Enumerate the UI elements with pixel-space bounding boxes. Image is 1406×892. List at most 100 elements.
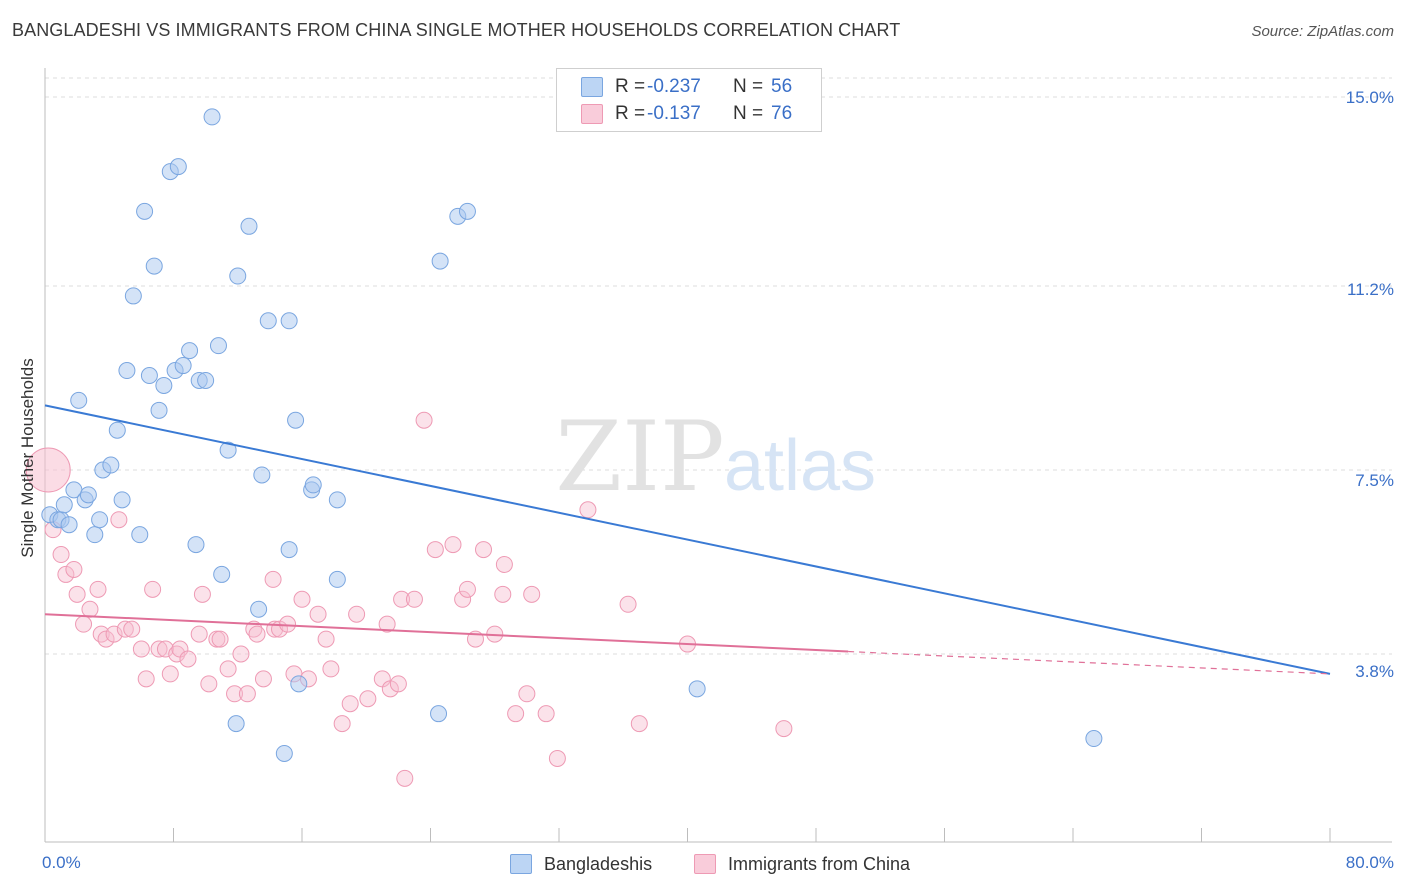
data-point-bangladeshis [155,376,173,394]
data-point-china [123,620,141,638]
legend-n-label: N = [733,76,764,97]
data-point-bangladeshis [290,675,308,693]
data-point-china [548,749,566,767]
trend-line-china-dashed [848,650,1331,675]
data-point-china [89,580,107,598]
chart-title: BANGLADESHI VS IMMIGRANTS FROM CHINA SIN… [12,20,901,40]
data-point-bangladeshis [227,715,245,733]
data-point-china [507,705,525,723]
data-point-china [494,585,512,603]
data-point-china [619,595,637,613]
x-tick-label-min: 0.0% [42,853,81,872]
data-point-china [132,640,150,658]
data-point-china [579,501,597,519]
data-point-bangladeshis [124,287,142,305]
data-point-bangladeshis [169,158,187,176]
data-point-china [65,560,83,578]
y-tick-label: 11.2% [1347,280,1394,299]
data-point-china [150,640,168,658]
trend-line-bangladeshis-solid [44,404,1331,675]
data-point-bangladeshis [113,491,131,509]
data-point-china [518,685,536,703]
legend-r-value: -0.237 [647,76,701,97]
x-tick-label-max: 80.0% [1345,853,1394,872]
legend-r-label: R = [615,76,646,97]
data-point-bangladeshis [287,411,305,429]
bottom-legend-label-bangladeshis: Bangladeshis [544,853,653,874]
data-point-china [378,615,396,633]
data-point-china [389,675,407,693]
data-point-bangladeshis [118,362,136,380]
data-point-china [238,685,256,703]
data-point-china [264,570,282,588]
data-point-china [248,625,266,643]
data-point-china [309,605,327,623]
data-point-china [322,660,340,678]
data-point-china [75,615,93,633]
grid-lines [45,77,1392,655]
bottom-legend-swatch-china [694,854,716,874]
data-point-bangladeshis [140,367,158,384]
data-point-bangladeshis [70,391,88,409]
data-point-china [396,769,414,787]
legend-swatch-bangladeshis [581,77,603,97]
data-point-china [105,625,123,643]
legend-swatch-china [581,104,603,124]
data-point-bangladeshis [688,680,706,698]
data-point-china [92,625,110,643]
data-point-china [68,585,86,603]
data-point-bangladeshis [275,744,293,762]
data-point-china [190,625,208,643]
data-point-bangladeshis [328,491,346,509]
data-point-china [381,680,399,698]
data-point-bangladeshis [187,536,205,554]
data-point-bangladeshis [280,312,298,330]
data-point-bangladeshis [458,202,476,220]
data-point-bangladeshis [304,476,322,494]
data-point-bangladeshis [197,371,215,389]
data-point-china [775,720,793,738]
trend-line-china-solid [44,613,849,653]
data-point-bangladeshis [60,516,78,534]
data-point-bangladeshis [219,441,237,459]
data-point-bangladeshis [250,600,268,618]
data-point-china [200,675,218,693]
data-point-china [179,650,197,668]
correlation-legend: R = -0.237 N = 56 R = -0.137 N = 76 [556,68,822,132]
data-point-china [523,585,541,603]
data-point-china [333,715,351,733]
bottom-legend-china: Immigrants from China [694,852,910,876]
legend-n-label: N = [733,103,764,124]
data-point-china [81,600,99,618]
data-point-china [495,555,513,573]
data-point-bangladeshis [213,565,231,583]
legend-n-value: 56 [771,76,793,97]
data-point-china [156,640,174,658]
data-point-china [630,715,648,733]
data-point-china [393,590,411,608]
data-point-bangladeshis [209,337,227,355]
data-point-china [415,411,433,429]
data-point-china-large [25,447,71,493]
legend-r-label: R = [615,103,646,124]
data-point-bangladeshis [145,257,163,275]
watermark-zip: ZIP [555,401,724,513]
data-point-china [211,630,229,648]
data-point-china [359,690,377,708]
data-point-china [97,630,115,648]
bottom-legend-bangladeshis: Bangladeshis [510,852,652,876]
data-point-china [245,620,263,638]
data-point-china [454,590,472,608]
bottom-legend-swatch-bangladeshis [510,854,532,874]
y-axis-label: Single Mother Households [18,358,37,558]
data-point-china [193,585,211,603]
data-point-bangladeshis [259,312,277,330]
data-point-china [426,541,444,559]
data-point-china [168,645,186,663]
data-point-china [444,536,462,554]
data-point-bangladeshis [91,511,109,529]
legend-r-value: -0.137 [647,103,701,124]
data-point-bangladeshis [253,466,271,484]
data-point-china [317,630,335,648]
